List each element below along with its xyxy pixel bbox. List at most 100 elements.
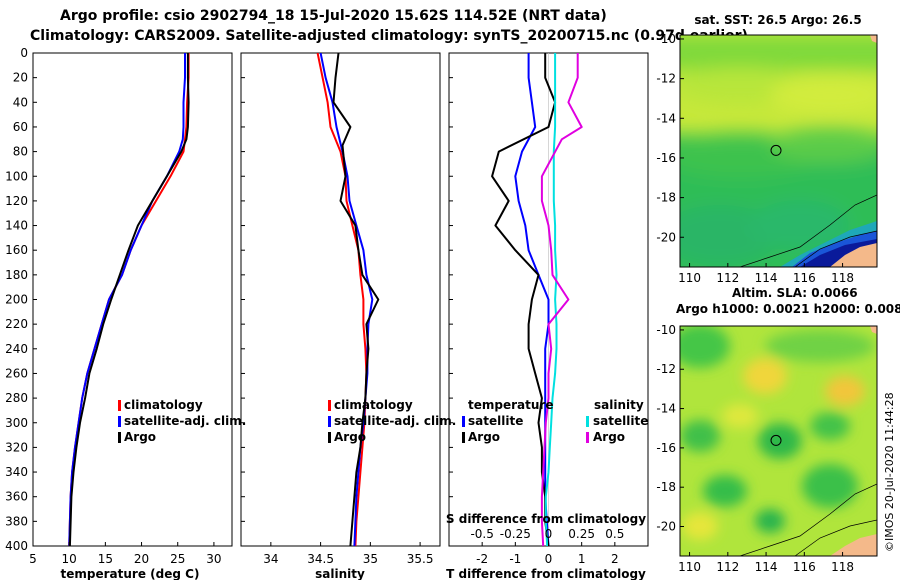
s-tick-label: 0 — [545, 527, 553, 541]
series-line-s-argo — [540, 53, 583, 546]
map-lat-label: -10 — [656, 32, 676, 46]
temperature-x-ticks: 5 10 15 20 25 30 — [29, 542, 222, 566]
map-lat-label: -14 — [656, 402, 676, 416]
legend-argo-label: Argo — [124, 430, 156, 444]
legend-t-satellite-swatch — [462, 416, 465, 427]
sst-map-frame — [679, 34, 878, 268]
x-tick-label: 20 — [134, 552, 149, 566]
s-tick-label: 0.25 — [568, 527, 595, 541]
legend-climatology-swatch — [328, 400, 331, 411]
x-tick-label: 25 — [170, 552, 185, 566]
legend-satellite-label: satellite-adj. clim. — [124, 414, 246, 428]
difference-x-label: T difference from climatology — [446, 567, 646, 580]
depth-tick-label: 40 — [13, 95, 28, 109]
x-tick-label: 35 — [363, 552, 378, 566]
legend-s-satellite-label: satellite — [593, 414, 648, 428]
x-tick-label: -1 — [509, 552, 521, 566]
sla-map-frame — [679, 325, 878, 557]
difference-legend: temperature satellite Argo salinity sate… — [462, 398, 648, 444]
legend-satellite-swatch — [328, 416, 331, 427]
salinity-legend: climatology satellite-adj. clim. Argo — [328, 398, 456, 444]
map-lon-label: 114 — [755, 560, 778, 574]
title-line-2: Climatology: CARS2009. Satellite-adjuste… — [30, 28, 748, 44]
depth-tick-label: 200 — [5, 293, 28, 307]
depth-tick-label: 340 — [5, 465, 28, 479]
map-lat-label: -16 — [656, 441, 676, 455]
temperature-plot — [68, 53, 190, 546]
sla-map-image — [680, 326, 877, 556]
depth-tick-label: 300 — [5, 416, 28, 430]
sla-map-ticks: -10 -12 -14 -16 -18 -20 110 112 114 116 118 — [656, 323, 854, 574]
legend-t-argo-label: Argo — [468, 430, 500, 444]
map-lat-label: -16 — [656, 151, 676, 165]
depth-tick-label: 20 — [13, 71, 28, 85]
series-line-argo — [332, 53, 380, 546]
difference-plot — [491, 53, 583, 546]
legend-t-argo-swatch — [462, 432, 465, 443]
x-tick-label: -2 — [476, 552, 488, 566]
legend-s-satellite-swatch — [586, 416, 589, 427]
sst-map-title: sat. SST: 26.5 Argo: 26.5 — [694, 13, 861, 27]
depth-tick-label: 400 — [5, 539, 28, 553]
sla-map — [679, 325, 878, 557]
salinity-plot — [316, 53, 380, 546]
series-line-t-argo — [491, 53, 557, 546]
legend-satellite-label: satellite-adj. clim. — [334, 414, 456, 428]
map-lon-label: 114 — [755, 271, 778, 285]
map-lon-label: 110 — [678, 271, 701, 285]
sla-map-title-line-2: Argo h1000: 0.0021 h2000: 0.0086 — [676, 302, 900, 316]
map-lon-label: 112 — [716, 560, 739, 574]
salinity-x-ticks: 34 34.5 35 35.5 — [263, 542, 433, 566]
map-lon-label: 116 — [793, 560, 816, 574]
depth-tick-label: 320 — [5, 440, 28, 454]
depth-tick-label: 100 — [5, 169, 28, 183]
x-tick-label: 30 — [206, 552, 221, 566]
temperature-legend: climatology satellite-adj. clim. Argo — [118, 398, 246, 444]
map-lat-label: -18 — [656, 480, 676, 494]
map-lat-label: -14 — [656, 111, 676, 125]
depth-tick-label: 60 — [13, 120, 28, 134]
salinity-plot-frame — [240, 52, 441, 547]
x-tick-label: 1 — [578, 552, 586, 566]
difference-x-ticks: -2 -1 0 1 2 -0.5 -0.25 0 0.25 0.5 — [470, 527, 624, 566]
sla-map-title-line-1: Altim. SLA: 0.0066 — [732, 286, 858, 300]
map-lat-label: -12 — [656, 72, 676, 86]
temperature-plot-frame — [32, 52, 233, 547]
x-tick-label: 34.5 — [307, 552, 334, 566]
map-lon-label: 118 — [831, 271, 854, 285]
legend-t-satellite-label: satellite — [468, 414, 523, 428]
x-tick-label: 34 — [263, 552, 278, 566]
legend-s-argo-label: Argo — [593, 430, 625, 444]
series-line-s-satellite — [544, 53, 558, 546]
imos-timestamp: ©IMOS 20-Jul-2020 11:44:28 — [883, 392, 896, 552]
map-lat-label: -20 — [656, 520, 676, 534]
map-lon-label: 116 — [793, 271, 816, 285]
depth-tick-label: 380 — [5, 514, 28, 528]
sst-map-ticks: -10 -12 -14 -16 -18 -20 110 112 114 116 118 — [656, 32, 854, 285]
s-difference-label: S difference from climatology — [446, 512, 646, 526]
legend-climatology-label: climatology — [124, 398, 203, 412]
depth-tick-label: 280 — [5, 391, 28, 405]
depth-tick-label: 80 — [13, 145, 28, 159]
legend-argo-swatch — [118, 432, 121, 443]
depth-tick-label: 360 — [5, 490, 28, 504]
sst-map-image — [680, 35, 877, 267]
s-tick-label: -0.5 — [470, 527, 493, 541]
sst-map — [679, 34, 878, 268]
x-tick-label: 0 — [545, 552, 553, 566]
depth-tick-label: 140 — [5, 219, 28, 233]
sst-profile-marker — [770, 144, 782, 156]
x-tick-label: 15 — [98, 552, 113, 566]
series-line-satellite-adj-clim- — [319, 53, 374, 546]
salinity-x-label: salinity — [315, 567, 365, 580]
series-line-climatology — [316, 53, 368, 546]
depth-tick-label: 120 — [5, 194, 28, 208]
temperature-x-label: temperature (deg C) — [61, 567, 200, 580]
map-lat-label: -18 — [656, 191, 676, 205]
sla-profile-marker — [770, 434, 782, 446]
depth-tick-label: 260 — [5, 366, 28, 380]
x-tick-label: 35.5 — [407, 552, 434, 566]
depth-axis: 0 20 40 60 80 100 120 140 160 180 200 220 240 260 280 3… — [5, 46, 453, 553]
legend-climatology-label: climatology — [334, 398, 413, 412]
